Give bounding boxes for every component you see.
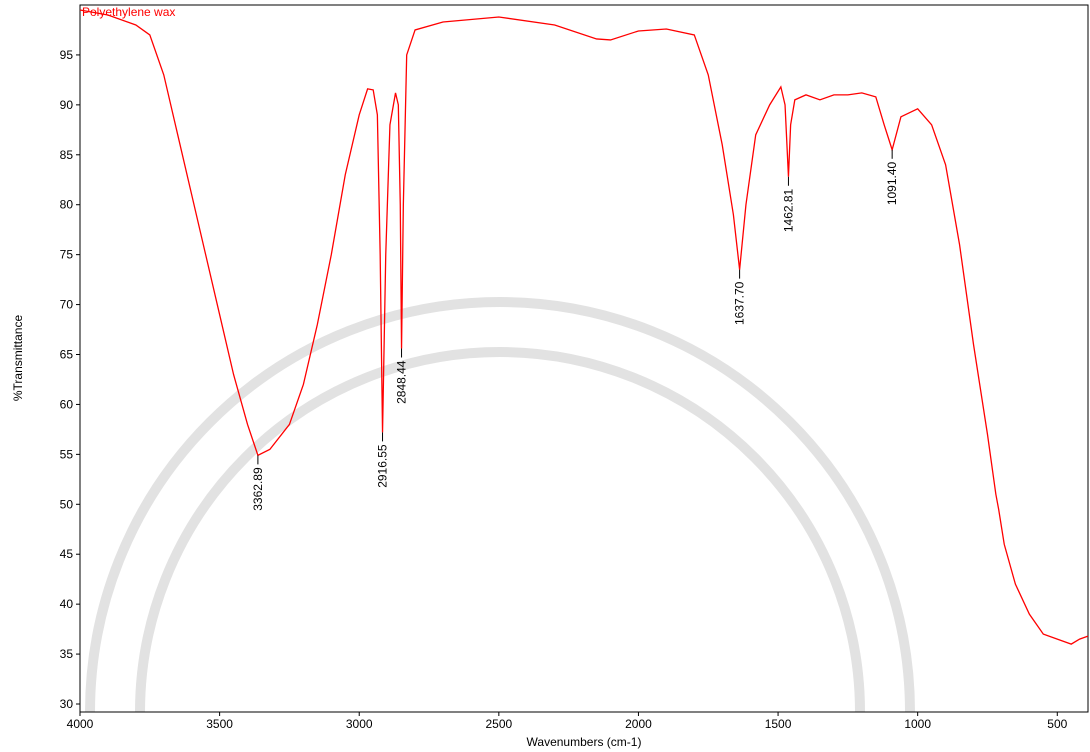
y-tick-label: 85 [60,148,74,162]
x-tick-label: 1500 [765,717,792,731]
x-tick-label: 4000 [67,717,94,731]
peak-label: 1462.81 [781,188,795,232]
plot-frame [79,4,1089,713]
x-tick-label: 3000 [346,717,373,731]
spectrum-line [79,9,1089,645]
x-tick-label: 1000 [904,717,931,731]
y-tick-label: 80 [60,198,74,212]
y-tick-label: 75 [60,248,74,262]
x-axis-label: Wavenumbers (cm-1) [527,735,642,749]
y-axis-label: %Transmittance [11,315,25,402]
y-tick-label: 40 [60,597,74,611]
peak-label: 1637.70 [733,281,747,325]
x-tick-label: 2500 [485,717,512,731]
watermark [85,297,915,713]
series-label: Polyethylene wax [82,5,175,19]
y-tick-label: 95 [60,48,74,62]
y-tick-label: 70 [60,298,74,312]
y-tick-label: 90 [60,98,74,112]
x-tick-label: 2000 [625,717,652,731]
peak-label: 2848.44 [395,360,409,404]
y-tick-label: 35 [60,647,74,661]
y-tick-label: 30 [60,697,74,711]
x-tick-label: 3500 [206,717,233,731]
peak-label: 2916.55 [376,444,390,488]
peak-label: 1091.40 [885,161,899,205]
y-tick-label: 45 [60,547,74,561]
y-tick-label: 60 [60,397,74,411]
y-tick-label: 55 [60,447,74,461]
y-tick-label: 50 [60,497,74,511]
y-tick-label: 65 [60,348,74,362]
x-tick-label: 500 [1047,717,1067,731]
peak-label: 3362.89 [251,467,265,511]
